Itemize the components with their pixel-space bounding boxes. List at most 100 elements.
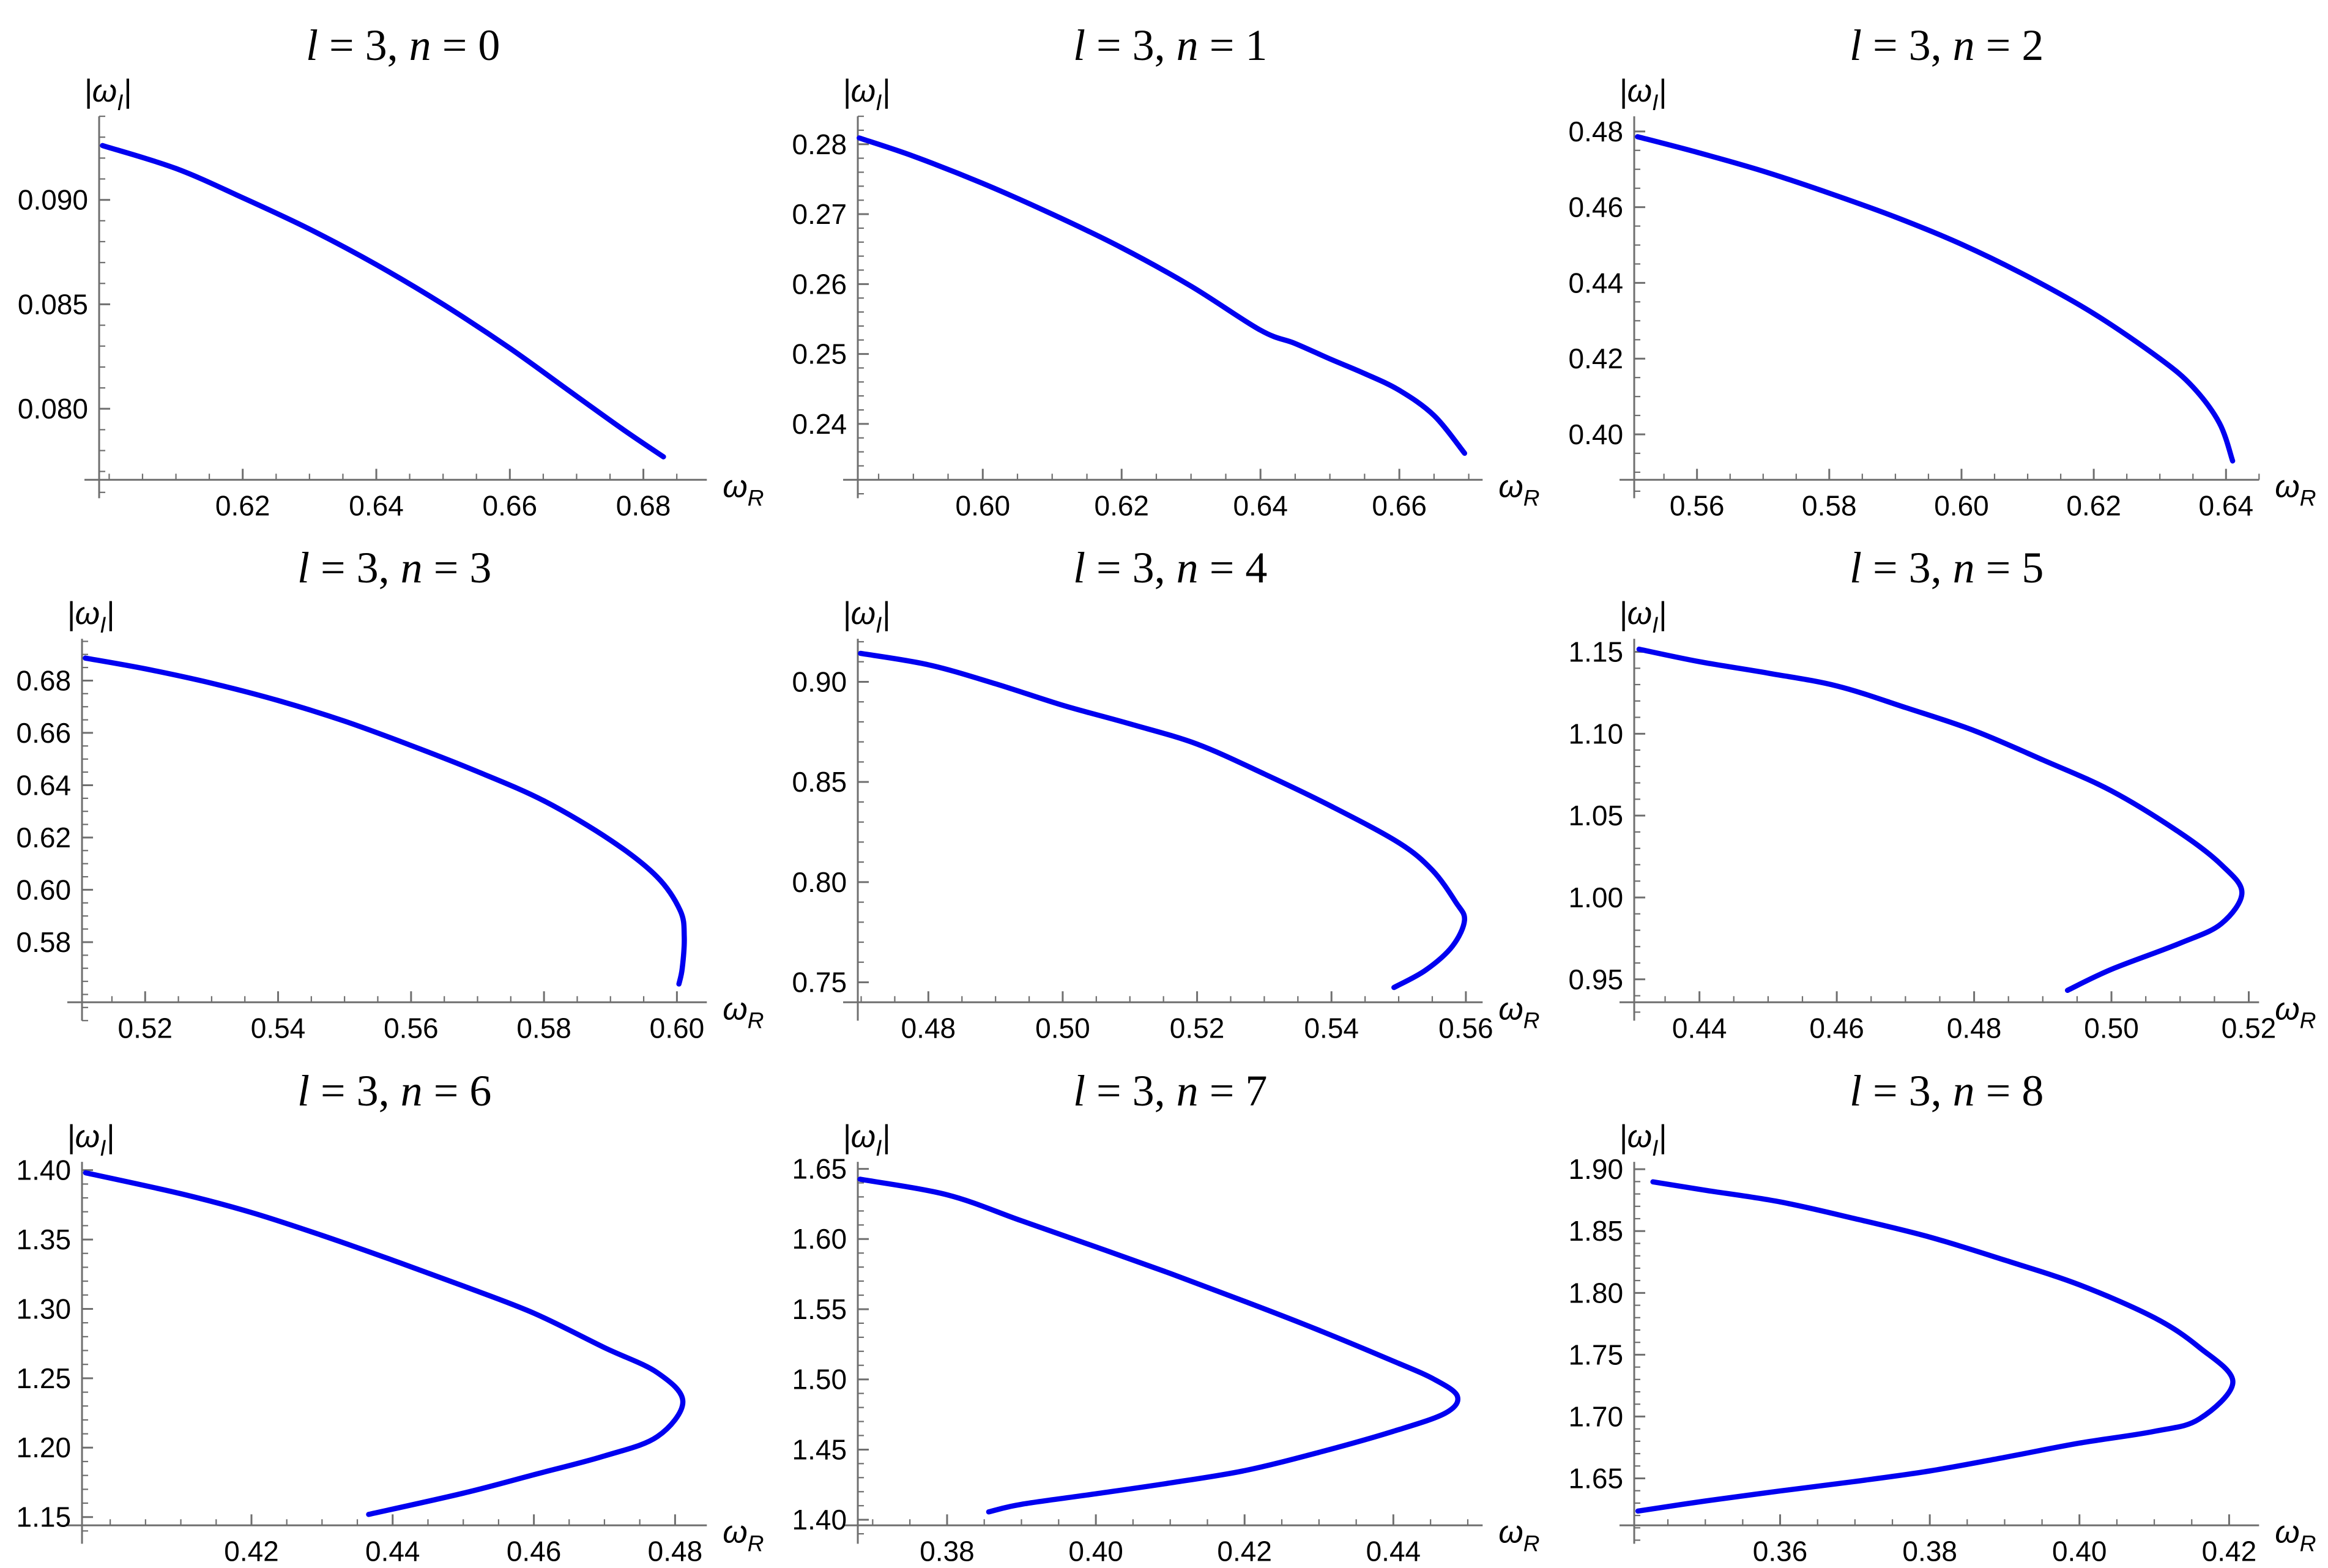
y-axis-label: |ωI|	[1619, 73, 1667, 115]
plot-title: l = 3, n = 2	[1850, 21, 2044, 70]
y-tick-label: 0.68	[17, 665, 72, 697]
plot-l3-n7: 0.38 0.40 0.42 0.44 1.40 1.45 1.50 1.55 1.60 1.65…	[776, 1046, 1552, 1568]
x-tick-label: 0.60	[650, 1013, 705, 1044]
y-tick-label: 0.85	[792, 766, 847, 798]
plot-title: l = 3, n = 4	[1073, 543, 1267, 592]
plot-l3-n5: 0.44 0.46 0.48 0.50 0.52 0.95 1.00 1.05 1.10 1.15…	[1552, 522, 2328, 1045]
y-tick-label: 1.55	[792, 1293, 847, 1325]
plot-l3-n8: 0.36 0.38 0.40 0.42 1.65 1.70 1.75 1.80 1.85 1.90…	[1552, 1046, 2328, 1568]
x-tick-label: 0.44	[365, 1535, 420, 1567]
y-tick-label: 1.10	[1568, 718, 1623, 750]
x-tick-label: 0.40	[1069, 1535, 1124, 1567]
plot-l3-n4: 0.48 0.50 0.52 0.54 0.56 0.75 0.80 0.85 0.90 l = …	[776, 522, 1552, 1045]
y-tick-label: 1.00	[1568, 882, 1623, 913]
y-tick-label: 0.60	[17, 874, 72, 906]
plot-title: l = 3, n = 7	[1073, 1066, 1267, 1115]
y-tick-label: 1.15	[1568, 636, 1623, 668]
x-tick-label: 0.56	[384, 1013, 439, 1044]
x-tick-label: 0.40	[2052, 1535, 2107, 1567]
y-tick-label: 1.60	[792, 1223, 847, 1255]
x-tick-label: 0.48	[648, 1535, 703, 1567]
y-tick-label: 1.40	[17, 1154, 72, 1186]
y-axis-label: |ωI|	[67, 596, 114, 637]
qnm-curve	[83, 655, 687, 987]
x-tick-label: 0.52	[1170, 1013, 1225, 1044]
qnm-curve	[858, 651, 1468, 990]
x-tick-label: 0.52	[2221, 1013, 2276, 1044]
x-tick-label: 0.64	[1233, 489, 1289, 521]
plot-title: l = 3, n = 1	[1073, 21, 1267, 70]
y-axis-label: |ωI|	[84, 73, 132, 115]
x-tick-label: 0.60	[1934, 489, 1989, 521]
x-tick-label: 0.62	[215, 489, 270, 521]
plot-canvas: 0.62 0.64 0.66 0.68 0.080 0.085 0.090 l = 3, n …	[18, 21, 764, 521]
plot-canvas: 0.42 0.44 0.46 0.48 1.15 1.20 1.25 1.30 1.35 1.40…	[17, 1066, 764, 1567]
x-tick-label: 0.60	[956, 489, 1011, 521]
qnm-curve	[1634, 134, 2236, 464]
y-tick-label: 0.085	[18, 288, 88, 320]
y-tick-label: 0.95	[1568, 964, 1623, 995]
y-tick-label: 1.15	[17, 1501, 72, 1533]
y-tick-label: 0.26	[792, 268, 847, 300]
y-tick-label: 0.44	[1568, 267, 1623, 299]
x-axis-label: ωR	[723, 1514, 764, 1556]
x-axis-label: ωR	[2275, 1514, 2316, 1556]
y-tick-label: 0.80	[792, 866, 847, 898]
x-tick-label: 0.48	[901, 1013, 956, 1044]
y-tick-label: 0.40	[1568, 418, 1623, 450]
y-tick-label: 0.27	[792, 198, 847, 230]
plot-l3-n0: 0.62 0.64 0.66 0.68 0.080 0.085 0.090 l = 3, n …	[0, 0, 776, 522]
y-axis-label: |ωI|	[842, 73, 890, 115]
plot-title: l = 3, n = 0	[306, 21, 500, 70]
qnm-curve	[83, 1170, 686, 1517]
x-axis-label: ωR	[723, 992, 764, 1033]
y-tick-label: 1.65	[792, 1153, 847, 1184]
x-tick-label: 0.42	[1218, 1535, 1273, 1567]
x-tick-label: 0.58	[516, 1013, 571, 1044]
y-tick-label: 0.28	[792, 128, 847, 160]
y-tick-label: 1.50	[792, 1363, 847, 1395]
plot-canvas: 0.56 0.58 0.60 0.62 0.64 0.40 0.42 0.44 0.46 0.48…	[1568, 21, 2316, 521]
y-tick-label: 1.65	[1568, 1462, 1623, 1494]
plot-canvas: 0.38 0.40 0.42 0.44 1.40 1.45 1.50 1.55 1.60 1.65…	[792, 1066, 1540, 1567]
y-axis-label: |ωI|	[1619, 1119, 1667, 1161]
y-tick-label: 0.42	[1568, 343, 1623, 374]
y-tick-label: 0.46	[1568, 191, 1623, 223]
y-tick-label: 1.80	[1568, 1277, 1623, 1309]
y-axis-label: |ωI|	[842, 596, 890, 637]
y-tick-label: 0.66	[17, 717, 72, 749]
x-tick-label: 0.54	[251, 1013, 306, 1044]
y-axis-label: |ωI|	[842, 1119, 890, 1161]
plot-canvas: 0.60 0.62 0.64 0.66 0.24 0.25 0.26 0.27 0.28 l = …	[792, 21, 1540, 521]
y-tick-label: 1.25	[17, 1362, 72, 1394]
x-tick-label: 0.50	[1035, 1013, 1090, 1044]
x-axis-label: ωR	[2275, 469, 2316, 510]
y-tick-label: 0.58	[17, 926, 72, 958]
x-tick-label: 0.62	[2066, 489, 2121, 521]
x-tick-label: 0.64	[2198, 489, 2253, 521]
qnm-curve	[100, 143, 666, 459]
x-tick-label: 0.52	[117, 1013, 173, 1044]
x-tick-label: 0.66	[483, 489, 538, 521]
y-tick-label: 0.090	[18, 184, 88, 216]
x-tick-label: 0.44	[1366, 1535, 1421, 1567]
y-tick-label: 1.85	[1568, 1215, 1623, 1247]
y-tick-label: 1.45	[792, 1433, 847, 1465]
y-tick-label: 0.080	[18, 393, 88, 425]
y-tick-label: 0.75	[792, 967, 847, 998]
plot-canvas: 0.52 0.54 0.56 0.58 0.60 0.58 0.60 0.62 0.64 0.66…	[17, 543, 764, 1044]
plot-l3-n3: 0.52 0.54 0.56 0.58 0.60 0.58 0.60 0.62 0.64 0.66…	[0, 522, 776, 1045]
y-tick-label: 1.05	[1568, 800, 1623, 832]
x-axis-label: ωR	[723, 469, 764, 510]
y-tick-label: 0.48	[1568, 116, 1623, 147]
x-tick-label: 0.62	[1095, 489, 1150, 521]
plot-canvas: 0.36 0.38 0.40 0.42 1.65 1.70 1.75 1.80 1.85 1.90…	[1568, 1066, 2316, 1567]
y-tick-label: 1.70	[1568, 1400, 1623, 1432]
y-axis-label: |ωI|	[67, 1119, 114, 1161]
x-tick-label: 0.36	[1752, 1535, 1807, 1567]
x-axis-label: ωR	[1499, 992, 1540, 1033]
x-tick-label: 0.50	[2084, 1013, 2139, 1044]
plot-l3-n2: 0.56 0.58 0.60 0.62 0.64 0.40 0.42 0.44 0.46 0.48…	[1552, 0, 2328, 522]
x-tick-label: 0.48	[1946, 1013, 2001, 1044]
